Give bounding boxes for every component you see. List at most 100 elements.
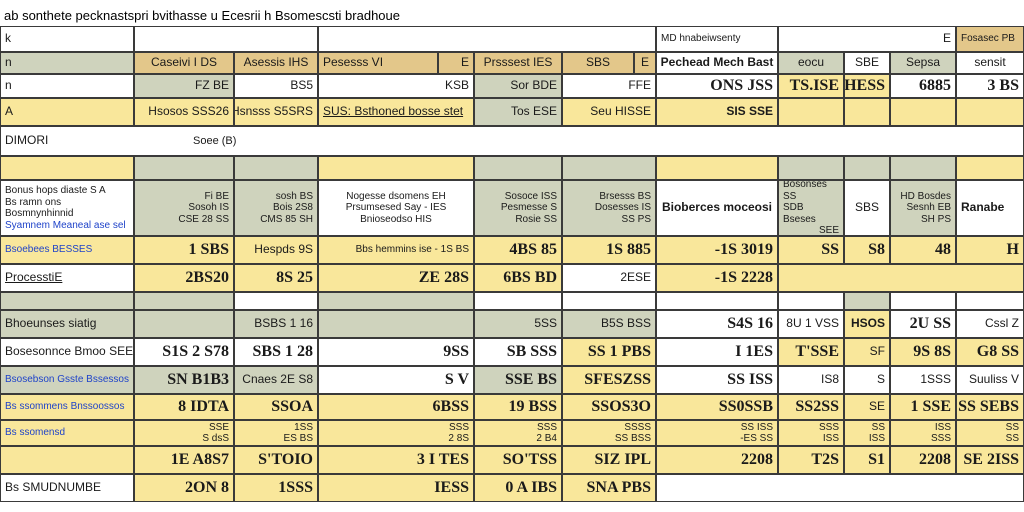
cell-rowe-label[interactable]: Bsosebson Gsste Bssessos xyxy=(0,366,134,394)
cell-subhead-top-label[interactable] xyxy=(0,156,134,180)
cell-rowa-c7[interactable]: SS xyxy=(778,236,844,264)
cell-rowh-c5[interactable]: SIZ IPL xyxy=(562,446,656,474)
cell-row1-label[interactable]: n xyxy=(0,52,134,74)
cell-rowi-c1[interactable]: 2ON 8 xyxy=(134,474,234,502)
cell-rowf-c1[interactable]: 8 IDTA xyxy=(134,394,234,420)
cell-rowc-label[interactable]: Bhoeunses siatig xyxy=(0,310,134,338)
cell-header-blank-1[interactable] xyxy=(134,26,318,52)
cell-spacer-c7[interactable] xyxy=(778,292,844,310)
cell-rowa-c6[interactable]: -1S 3019 xyxy=(656,236,778,264)
cell-rowi-c2[interactable]: 1SSS xyxy=(234,474,318,502)
cell-rowb-rest[interactable] xyxy=(778,264,1024,292)
cell-rowc-c5[interactable]: 8U 1 VSS xyxy=(778,310,844,338)
cell-rowa-c5[interactable]: 1S 885 xyxy=(562,236,656,264)
cell-rowi-rest[interactable] xyxy=(656,474,1024,502)
cell-subhead-top-c8[interactable] xyxy=(844,156,890,180)
cell-row1-c7[interactable]: eocu xyxy=(778,52,844,74)
cell-rowd-c8[interactable]: SF xyxy=(844,338,890,366)
cell-rowc-c1[interactable]: BSBS 1 16 xyxy=(234,310,318,338)
cell-subhead-top-c9[interactable] xyxy=(890,156,956,180)
cell-rowd-c7[interactable]: T'SSE xyxy=(778,338,844,366)
cell-rowb-c3[interactable]: ZE 28S xyxy=(318,264,474,292)
cell-row2-c1[interactable]: FZ BE xyxy=(134,74,234,98)
cell-rowh-c8[interactable]: S1 xyxy=(844,446,890,474)
cell-rowe-c8[interactable]: S xyxy=(844,366,890,394)
cell-rowf-c3[interactable]: 6BSS xyxy=(318,394,474,420)
cell-header-blank-2[interactable] xyxy=(318,26,656,52)
cell-subhead-top-c1[interactable] xyxy=(134,156,234,180)
cell-header-panel-end[interactable]: E xyxy=(778,26,956,52)
cell-rowe-c9[interactable]: 1SSS xyxy=(890,366,956,394)
cell-row3-c10[interactable] xyxy=(956,98,1024,126)
cell-rowg-c7[interactable]: SSS ISS xyxy=(778,420,844,446)
cell-row3-c9[interactable] xyxy=(890,98,956,126)
cell-rowe-c4[interactable]: SSE BS xyxy=(474,366,562,394)
cell-rowi-c4[interactable]: 0 A IBS xyxy=(474,474,562,502)
cell-spacer-c9[interactable] xyxy=(890,292,956,310)
cell-rowa-c2[interactable]: Hespds 9S xyxy=(234,236,318,264)
cell-subhead-c10[interactable]: Ranabe xyxy=(956,180,1024,236)
cell-spacer-c4[interactable] xyxy=(474,292,562,310)
cell-rowa-c8[interactable]: S8 xyxy=(844,236,890,264)
cell-row3-c2[interactable]: Hsnsss S5SRS xyxy=(234,98,318,126)
cell-rowd-c6[interactable]: I 1ES xyxy=(656,338,778,366)
cell-spacer-c10[interactable] xyxy=(956,292,1024,310)
cell-row2-c7[interactable]: TS.ISE xyxy=(778,74,844,98)
cell-subhead-top-c6[interactable] xyxy=(656,156,778,180)
cell-rowa-c4[interactable]: 4BS 85 xyxy=(474,236,562,264)
cell-rowc-c4[interactable]: S4S 16 xyxy=(656,310,778,338)
cell-rowd-c10[interactable]: G8 SS xyxy=(956,338,1024,366)
cell-row2-c2[interactable]: BS5 xyxy=(234,74,318,98)
cell-row3-c8[interactable] xyxy=(844,98,890,126)
cell-rowh-c4[interactable]: SO'TSS xyxy=(474,446,562,474)
cell-row1-c3b[interactable]: E xyxy=(438,52,474,74)
cell-row2-c5[interactable]: FFE xyxy=(562,74,656,98)
cell-rowa-c9[interactable]: 48 xyxy=(890,236,956,264)
cell-subhead-c3[interactable]: Nogesse dsomens EH Prsumsesed Say - IES … xyxy=(318,180,474,236)
cell-header-corner[interactable]: Fosasec PB xyxy=(956,26,1024,52)
cell-rowc-c7[interactable]: 2U SS xyxy=(890,310,956,338)
cell-rowf-c9[interactable]: 1 SSE xyxy=(890,394,956,420)
cell-rowf-c4[interactable]: 19 BSS xyxy=(474,394,562,420)
cell-row1-c6[interactable]: Pechead Mech Bast xyxy=(656,52,778,74)
cell-rowd-c5[interactable]: SS 1 PBS xyxy=(562,338,656,366)
cell-rowg-c3[interactable]: SSS 2 8S xyxy=(318,420,474,446)
cell-row2-c9[interactable]: 6885 xyxy=(890,74,956,98)
cell-rowc-c6[interactable]: HSOS xyxy=(844,310,890,338)
cell-rowg-c2[interactable]: 1SS ES BS xyxy=(234,420,318,446)
cell-rowe-c7[interactable]: IS8 xyxy=(778,366,844,394)
cell-rowh-label[interactable] xyxy=(0,446,134,474)
cell-subhead-c8[interactable]: SBS xyxy=(844,180,890,236)
cell-header-top-left[interactable]: k xyxy=(0,26,134,52)
cell-rowc-c3[interactable]: B5S BSS xyxy=(562,310,656,338)
cell-rowf-c8[interactable]: SE xyxy=(844,394,890,420)
cell-rowc-c2[interactable]: 5SS xyxy=(474,310,562,338)
cell-header-panel-label[interactable]: MD hnabeiwsenty xyxy=(656,26,778,52)
cell-rowa-c10[interactable]: H xyxy=(956,236,1024,264)
cell-row3-label[interactable]: A xyxy=(0,98,134,126)
cell-rowa-c1[interactable]: 1 SBS xyxy=(134,236,234,264)
cell-subhead-top-c5[interactable] xyxy=(562,156,656,180)
cell-row1-c5[interactable]: SBS xyxy=(562,52,634,74)
cell-rowh-c1[interactable]: 1E A8S7 xyxy=(134,446,234,474)
cell-rowb-c1[interactable]: 2BS20 xyxy=(134,264,234,292)
cell-rowd-c1[interactable]: S1S 2 S78 xyxy=(134,338,234,366)
cell-row1-c2[interactable]: Asessis IHS xyxy=(234,52,318,74)
cell-rowg-c9[interactable]: ISS SSS xyxy=(890,420,956,446)
cell-rowh-c2[interactable]: S'TOIO xyxy=(234,446,318,474)
cell-row1-c5b[interactable]: E xyxy=(634,52,656,74)
cell-rowh-c3[interactable]: 3 I TES xyxy=(318,446,474,474)
cell-rowe-c6[interactable]: SS ISS xyxy=(656,366,778,394)
cell-subhead-top-c7[interactable] xyxy=(778,156,844,180)
cell-subhead-c6[interactable]: Bioberces moceosi xyxy=(656,180,778,236)
cell-spacer-label[interactable] xyxy=(0,292,134,310)
cell-spacer-c5[interactable] xyxy=(562,292,656,310)
cell-rowc-c8[interactable]: Cssl Z xyxy=(956,310,1024,338)
cell-rowg-c1[interactable]: SSE S dsS xyxy=(134,420,234,446)
cell-row1-c8[interactable]: SBE xyxy=(844,52,890,74)
cell-rowb-c5[interactable]: 2ESE xyxy=(562,264,656,292)
cell-row1-c3[interactable]: Pesesss VI xyxy=(318,52,438,74)
cell-rowb-label[interactable]: ProcesstiE xyxy=(0,264,134,292)
cell-row2-c10[interactable]: 3 BS xyxy=(956,74,1024,98)
cell-rowg-c8[interactable]: SS ISS xyxy=(844,420,890,446)
